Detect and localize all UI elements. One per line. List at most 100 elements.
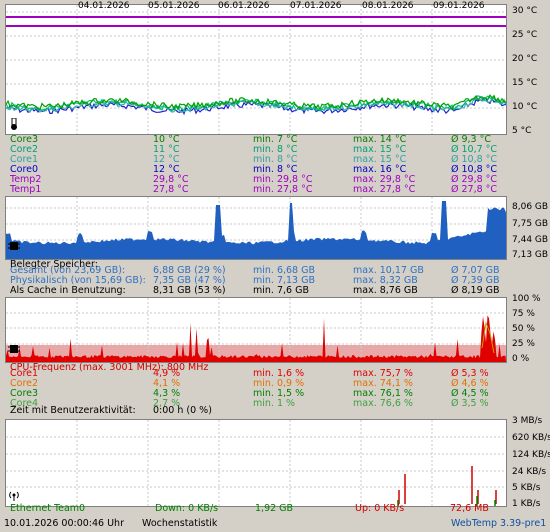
temp-avg: Ø 29,8 °C	[451, 174, 498, 185]
memory-title: Belegter Speicher:	[10, 259, 98, 270]
temp-cur: 12 °C	[153, 164, 180, 175]
cpu-row: Core4 2,7 % min. 1 % max. 76,6 % Ø 3,5 %	[10, 399, 550, 409]
mem-name: Als Cache in Benutzung:	[10, 285, 126, 296]
temp-cur: 10 °C	[153, 134, 180, 145]
temp-min: min. 8 °C	[253, 154, 298, 165]
temp-min: min. 8 °C	[253, 164, 298, 175]
cpu-area-core1	[6, 315, 506, 362]
mem-avg: Ø 7,07 GB	[451, 265, 500, 276]
cpu-cur: 2,7 %	[153, 398, 181, 409]
cpu-name: Core2	[10, 378, 39, 389]
cpu-name: Core3	[10, 388, 39, 399]
cpu-name: Core4	[10, 398, 39, 409]
cpu-min: min. 0,9 %	[253, 378, 305, 389]
temp-axis-label: 10 °C	[512, 102, 538, 112]
temp-cur: 11 °C	[153, 144, 180, 155]
temp-name: Core0	[10, 164, 39, 175]
network-row: Ethernet Team0 Down: 0 KB/s 1,92 GB Up: …	[10, 504, 550, 514]
user-activity-row: Zeit mit Benutzeraktivität: 0:00 h (0 %)	[10, 406, 550, 416]
network-down-total: 1,92 GB	[255, 503, 294, 514]
temperature-plot	[6, 5, 506, 134]
cpu-min: min. 1 %	[253, 398, 296, 409]
temp-axis-label: 20 °C	[512, 54, 538, 64]
mem-name: Physikalisch (von 15,69 GB):	[10, 275, 146, 286]
temp-axis-label: 25 °C	[512, 30, 538, 40]
mem-row: Als Cache in Benutzung: 8,31 GB (53 %) min…	[10, 286, 550, 296]
temp-axis-label: 15 °C	[512, 78, 538, 88]
date-label-2: 06.01.2026	[218, 1, 270, 11]
cpu-line-core2	[481, 321, 495, 354]
mem-axis-label: 7,75 GB	[512, 219, 549, 229]
mem-axis-label: 8,06 GB	[512, 202, 549, 212]
cpu-max: max. 75,7 %	[353, 368, 413, 379]
cpu-chart	[5, 297, 507, 363]
cpu-cur: 4,3 %	[153, 388, 181, 399]
cpu-max: max. 76,1 %	[353, 388, 413, 399]
temp-name: Temp2	[10, 174, 42, 185]
net-axis-label: 3 MB/s	[512, 416, 543, 426]
cpu-cur: 4,1 %	[153, 378, 181, 389]
mem-name: Gesamt (von 23,69 GB):	[10, 265, 126, 276]
cpu-min: min. 1,5 %	[253, 388, 305, 399]
temp-avg: Ø 27,8 °C	[451, 184, 498, 195]
net-axis-label: 24 KB/s	[512, 467, 547, 477]
temp-min: min. 7 °C	[253, 134, 298, 145]
date-label-5: 09.01.2026	[433, 1, 485, 11]
temp-name: Core1	[10, 154, 39, 165]
date-label-4: 08.01.2026	[362, 1, 414, 11]
user-activity-value: 0:00 h (0 %)	[153, 405, 212, 416]
thermometer-icon	[8, 117, 20, 130]
temp-max: max. 15 °C	[353, 154, 407, 165]
memory-chip-icon	[8, 240, 20, 252]
series-line-core1	[6, 95, 506, 112]
mem-min: min. 6,68 GB	[253, 265, 316, 276]
cpu-frequency: CPU-Frequenz (max. 3001 MHz): 800 MHz	[10, 362, 209, 373]
temp-name: Core3	[10, 134, 39, 145]
mem-axis-label: 7,44 GB	[512, 235, 549, 245]
cpu-axis-label: 0 %	[512, 354, 530, 364]
footer-view[interactable]: Wochenstatistik	[142, 518, 218, 529]
mem-min: min. 7,6 GB	[253, 285, 309, 296]
net-axis-label: 1 KB/s	[512, 499, 541, 509]
cpu-row: Core1 4,9 % min. 1,6 % max. 75,7 % Ø 5,3 %	[10, 369, 550, 379]
cpu-avg: Ø 4,5 %	[451, 388, 489, 399]
temp-row: Core1 12 °C min. 8 °C max. 15 °C Ø 10,8 °C	[10, 155, 550, 165]
temp-avg: Ø 10,7 °C	[451, 144, 498, 155]
network-name: Ethernet Team0	[10, 503, 86, 514]
cpu-name: Core1	[10, 368, 39, 379]
network-down: Down: 0 KB/s	[155, 503, 219, 514]
cpu-row: Core3 4,3 % min. 1,5 % max. 76,1 % Ø 4,5 %	[10, 389, 550, 399]
temp-row: Temp1 27,8 °C min. 27,8 °C max. 27,8 °C Ø 27…	[10, 185, 550, 195]
temp-max: max. 27,8 °C	[353, 184, 416, 195]
cpu-axis-label: 50 %	[512, 324, 535, 334]
cpu-axis-label: 25 %	[512, 339, 535, 349]
cpu-max: max. 74,1 %	[353, 378, 413, 389]
footer-app-version[interactable]: WebTemp 3.39-pre1	[451, 518, 547, 529]
cpu-avg: Ø 5,3 %	[451, 368, 489, 379]
temp-row: Temp2 29,8 °C min. 29,8 °C max. 29,8 °C Ø 29…	[10, 175, 550, 185]
temp-axis-label: 30 °C	[512, 6, 538, 16]
mem-avg: Ø 7,39 GB	[451, 275, 500, 286]
cpu-axis-label: 75 %	[512, 309, 535, 319]
mem-max: max. 8,32 GB	[353, 275, 418, 286]
temperature-chart	[5, 4, 507, 135]
temp-min: min. 8 °C	[253, 144, 298, 155]
cpu-avg: Ø 4,6 %	[451, 378, 489, 389]
mem-axis-label: 7,13 GB	[512, 250, 549, 260]
temp-max: max. 16 °C	[353, 164, 407, 175]
temp-row: Core3 10 °C min. 7 °C max. 14 °C Ø 9,3 °C	[10, 135, 550, 145]
temp-max: max. 15 °C	[353, 144, 407, 155]
temp-cur: 29,8 °C	[153, 174, 189, 185]
temp-min: min. 27,8 °C	[253, 184, 313, 195]
cpu-axis-label: 100 %	[512, 294, 541, 304]
temp-max: max. 29,8 °C	[353, 174, 416, 185]
date-label-3: 07.01.2026	[290, 1, 342, 11]
temp-axis-label: 5 °C	[512, 126, 532, 136]
network-up-total: 72,6 MB	[450, 503, 489, 514]
mem-avg: Ø 8,19 GB	[451, 285, 500, 296]
temp-cur: 27,8 °C	[153, 184, 189, 195]
memory-chart	[5, 196, 507, 260]
temp-avg: Ø 10,8 °C	[451, 164, 498, 175]
mem-cur: 8,31 GB (53 %)	[153, 285, 226, 296]
mem-max: max. 10,17 GB	[353, 265, 424, 276]
